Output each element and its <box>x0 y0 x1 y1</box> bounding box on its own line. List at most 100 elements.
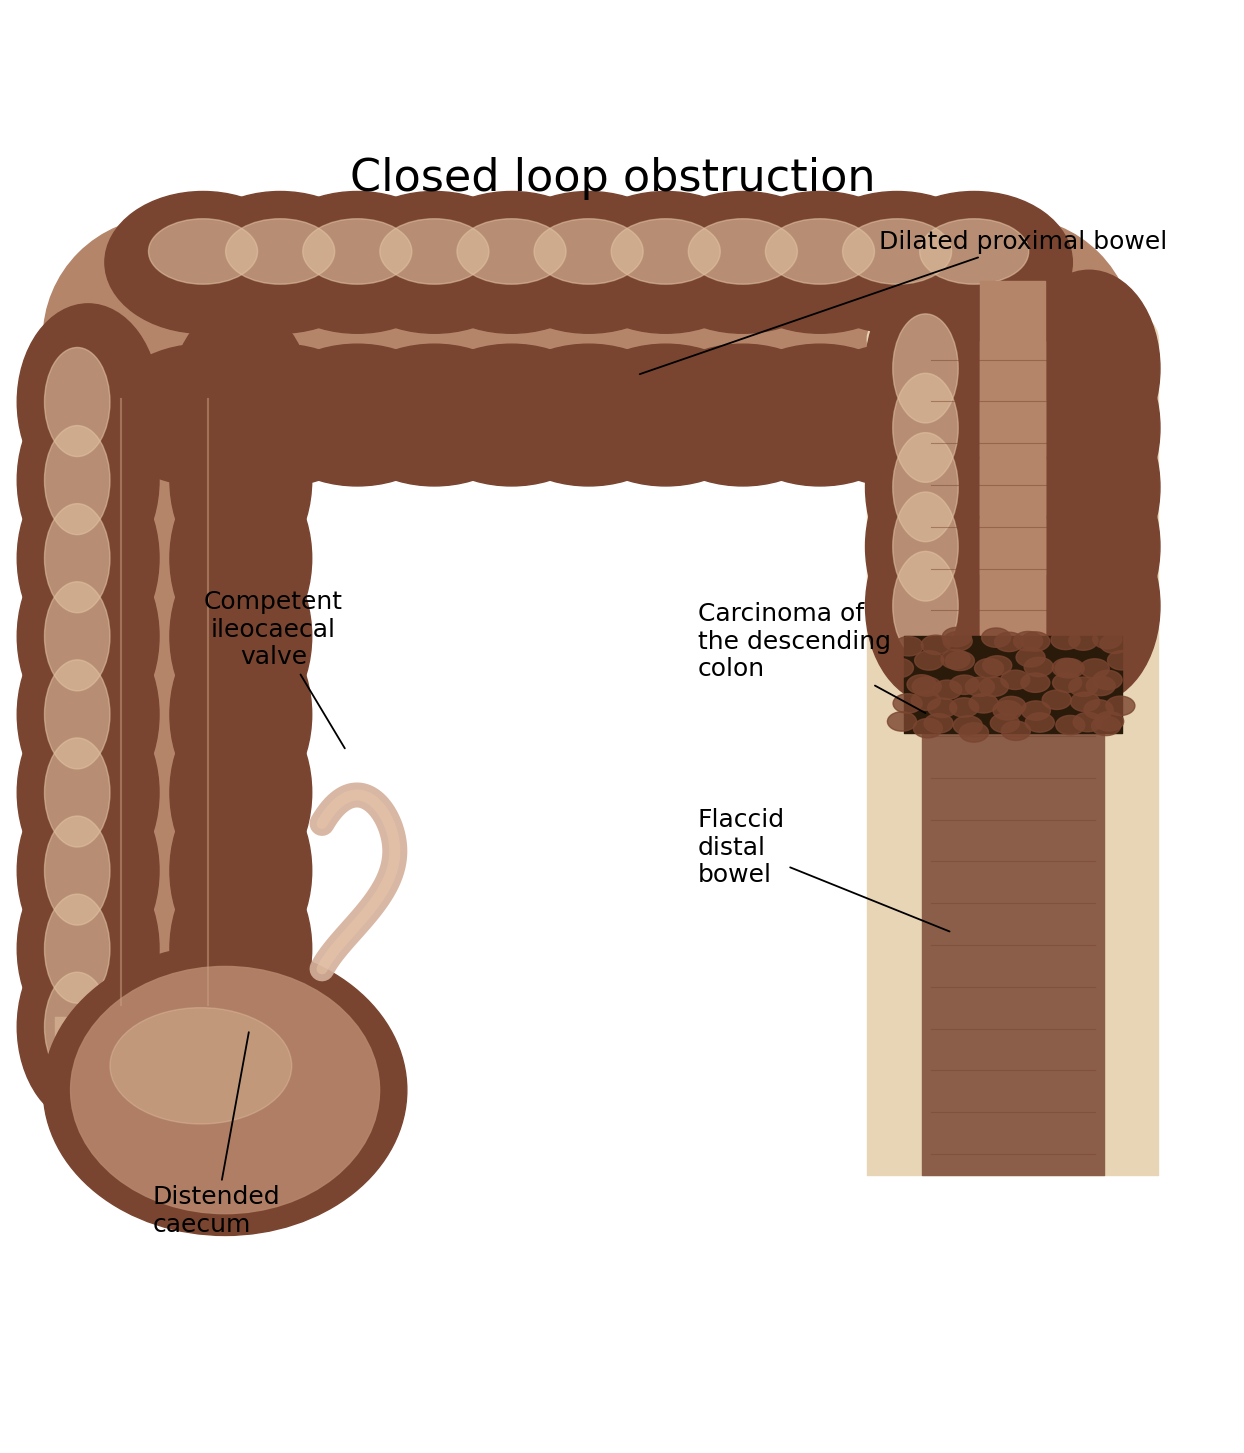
Ellipse shape <box>893 314 958 423</box>
Ellipse shape <box>413 192 610 333</box>
Ellipse shape <box>1033 676 1061 695</box>
Ellipse shape <box>912 716 940 735</box>
Ellipse shape <box>490 344 687 485</box>
Text: Carcinoma of
the descending
colon: Carcinoma of the descending colon <box>698 602 926 713</box>
Ellipse shape <box>457 219 566 285</box>
Ellipse shape <box>939 719 968 738</box>
Ellipse shape <box>45 660 109 769</box>
Ellipse shape <box>989 628 1019 648</box>
Ellipse shape <box>1067 651 1096 670</box>
Ellipse shape <box>919 219 1029 285</box>
Ellipse shape <box>170 616 312 812</box>
Ellipse shape <box>44 218 286 461</box>
Ellipse shape <box>1056 638 1086 657</box>
Ellipse shape <box>1016 718 1046 737</box>
Ellipse shape <box>17 850 159 1046</box>
Text: Distended
caecum: Distended caecum <box>152 1032 280 1237</box>
Ellipse shape <box>109 1007 292 1125</box>
Ellipse shape <box>170 461 312 657</box>
Ellipse shape <box>929 670 958 689</box>
Ellipse shape <box>225 219 335 285</box>
Ellipse shape <box>45 817 109 926</box>
Ellipse shape <box>990 651 1019 670</box>
Ellipse shape <box>765 219 875 285</box>
Ellipse shape <box>1047 716 1077 735</box>
Ellipse shape <box>842 219 952 285</box>
Ellipse shape <box>1011 713 1040 734</box>
Ellipse shape <box>1091 657 1120 676</box>
Ellipse shape <box>1006 670 1036 689</box>
Ellipse shape <box>182 344 378 485</box>
Ellipse shape <box>1018 389 1159 586</box>
Ellipse shape <box>866 507 1008 705</box>
Ellipse shape <box>688 219 797 285</box>
Ellipse shape <box>1111 628 1140 648</box>
Ellipse shape <box>534 219 643 285</box>
Ellipse shape <box>1064 674 1093 695</box>
Ellipse shape <box>1035 651 1064 670</box>
Ellipse shape <box>889 676 919 696</box>
Ellipse shape <box>567 344 764 485</box>
Ellipse shape <box>413 344 610 485</box>
Ellipse shape <box>999 655 1028 674</box>
Ellipse shape <box>867 285 1158 394</box>
Ellipse shape <box>1090 670 1118 690</box>
Ellipse shape <box>644 344 841 485</box>
Ellipse shape <box>1076 712 1105 731</box>
Ellipse shape <box>170 850 312 1046</box>
Ellipse shape <box>893 551 958 661</box>
Ellipse shape <box>1037 699 1066 719</box>
Ellipse shape <box>866 389 1008 586</box>
Ellipse shape <box>1081 628 1111 647</box>
Ellipse shape <box>799 344 995 485</box>
Ellipse shape <box>45 894 109 1003</box>
Ellipse shape <box>903 679 933 697</box>
Ellipse shape <box>1057 635 1086 654</box>
Ellipse shape <box>71 966 379 1213</box>
Ellipse shape <box>259 344 455 485</box>
Ellipse shape <box>1093 658 1122 679</box>
Ellipse shape <box>906 697 934 716</box>
Ellipse shape <box>44 944 407 1235</box>
Ellipse shape <box>1018 507 1159 705</box>
Ellipse shape <box>1098 715 1127 734</box>
Ellipse shape <box>957 692 985 711</box>
Ellipse shape <box>1041 657 1070 676</box>
Ellipse shape <box>989 671 1018 690</box>
Ellipse shape <box>1018 449 1159 645</box>
Ellipse shape <box>888 634 918 652</box>
Ellipse shape <box>170 304 312 500</box>
Ellipse shape <box>959 651 988 670</box>
Ellipse shape <box>567 192 764 333</box>
Ellipse shape <box>17 538 159 734</box>
Ellipse shape <box>990 693 1020 712</box>
Ellipse shape <box>914 658 943 677</box>
Ellipse shape <box>1080 719 1108 738</box>
Ellipse shape <box>45 581 109 690</box>
Ellipse shape <box>950 634 980 652</box>
Ellipse shape <box>902 654 932 674</box>
Ellipse shape <box>1009 690 1039 711</box>
Ellipse shape <box>893 373 958 482</box>
Ellipse shape <box>918 626 948 645</box>
Ellipse shape <box>1018 270 1159 466</box>
Ellipse shape <box>866 449 1008 645</box>
Text: Competent
ileocaecal
valve: Competent ileocaecal valve <box>204 590 345 748</box>
Ellipse shape <box>17 382 159 578</box>
Ellipse shape <box>876 344 1072 485</box>
Ellipse shape <box>170 382 312 578</box>
Ellipse shape <box>1047 674 1077 695</box>
Ellipse shape <box>17 928 159 1125</box>
Ellipse shape <box>994 713 1023 732</box>
Text: Dilated proximal bowel: Dilated proximal bowel <box>639 230 1168 375</box>
Ellipse shape <box>722 192 918 333</box>
Ellipse shape <box>973 673 1001 692</box>
Ellipse shape <box>892 218 1135 461</box>
Ellipse shape <box>957 655 985 676</box>
Ellipse shape <box>962 635 990 654</box>
Ellipse shape <box>898 722 927 742</box>
Ellipse shape <box>1004 635 1033 655</box>
Ellipse shape <box>336 192 532 333</box>
Ellipse shape <box>104 344 301 485</box>
Ellipse shape <box>379 219 489 285</box>
